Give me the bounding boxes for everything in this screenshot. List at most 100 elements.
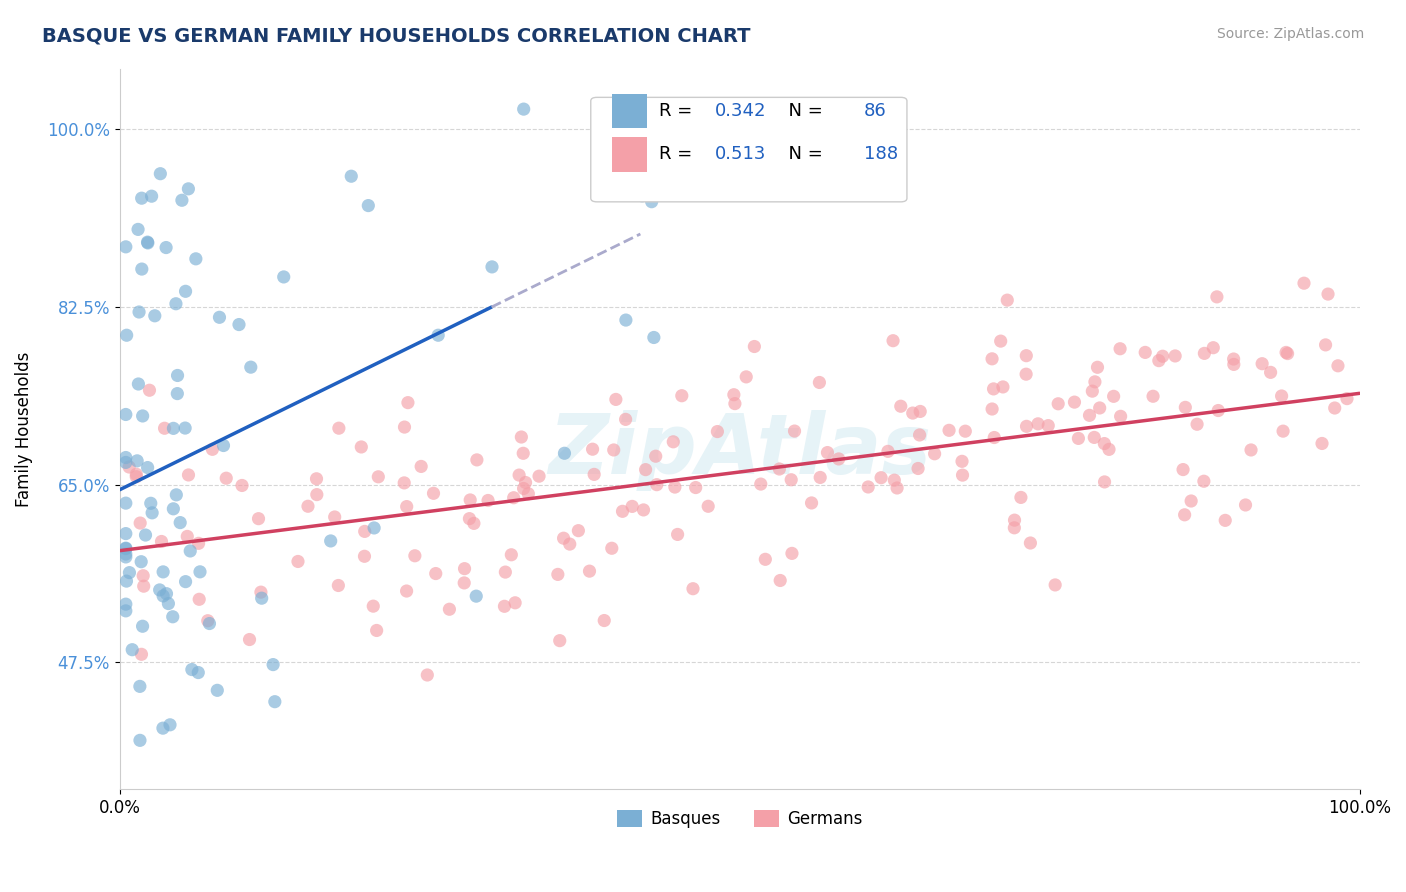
Point — [1002, 521, 1025, 535]
Point — [169, 516, 191, 530]
Point — [350, 440, 373, 454]
Point — [517, 487, 540, 501]
Point — [1047, 397, 1070, 411]
Point — [128, 679, 150, 693]
Point — [603, 442, 626, 457]
Point — [800, 496, 823, 510]
Point — [411, 459, 433, 474]
Point — [1109, 342, 1132, 356]
Point — [583, 467, 606, 482]
Point — [1223, 358, 1246, 372]
Point — [1315, 338, 1337, 352]
Point — [439, 602, 461, 616]
Point — [114, 549, 136, 564]
Text: 0.342: 0.342 — [714, 102, 766, 120]
Point — [319, 533, 342, 548]
Point — [323, 510, 346, 524]
Point — [981, 351, 1004, 366]
Point — [131, 409, 153, 423]
Point — [353, 524, 375, 539]
Point — [396, 395, 419, 409]
Point — [723, 388, 745, 402]
Point — [363, 521, 385, 535]
Point — [131, 191, 153, 205]
Point — [353, 549, 375, 564]
Point — [494, 599, 516, 614]
Point — [503, 596, 526, 610]
Point — [114, 496, 136, 510]
Point — [581, 442, 603, 457]
Point — [361, 599, 384, 614]
Point — [422, 486, 444, 500]
Point — [395, 584, 418, 599]
Point — [174, 285, 197, 299]
Point — [162, 421, 184, 435]
Point — [634, 462, 657, 476]
Point — [1043, 578, 1066, 592]
Point — [995, 293, 1018, 307]
Point — [174, 574, 197, 589]
Point — [404, 549, 426, 563]
Point — [129, 516, 152, 530]
Point — [605, 392, 627, 407]
Point — [512, 102, 534, 116]
Text: 188: 188 — [863, 145, 897, 163]
Point — [1084, 375, 1107, 389]
Point — [228, 318, 250, 332]
Point — [155, 587, 177, 601]
Point — [955, 424, 977, 438]
Point — [174, 421, 197, 435]
Point — [1185, 417, 1208, 432]
Point — [201, 442, 224, 457]
Point — [118, 566, 141, 580]
Point — [207, 683, 229, 698]
Point — [735, 370, 758, 384]
Point — [1019, 536, 1042, 550]
Point — [149, 582, 172, 597]
Point — [527, 469, 550, 483]
Point — [114, 455, 136, 469]
Point — [494, 565, 516, 579]
Point — [512, 482, 534, 496]
Point — [1180, 494, 1202, 508]
Y-axis label: Family Households: Family Households — [15, 351, 32, 507]
Point — [907, 461, 929, 475]
Point — [1234, 498, 1257, 512]
Point — [198, 616, 221, 631]
Point — [631, 189, 654, 203]
Point — [600, 541, 623, 556]
Point — [129, 733, 152, 747]
Point — [512, 446, 534, 460]
Point — [143, 309, 166, 323]
Point — [297, 500, 319, 514]
Point — [114, 541, 136, 556]
Point — [328, 421, 350, 435]
Point — [127, 454, 149, 468]
Point — [453, 575, 475, 590]
Point — [114, 604, 136, 618]
Point — [458, 492, 481, 507]
Point — [856, 480, 879, 494]
Point — [263, 695, 285, 709]
Point — [287, 554, 309, 568]
Point — [458, 511, 481, 525]
Point — [578, 564, 600, 578]
Point — [465, 453, 488, 467]
Text: Source: ZipAtlas.com: Source: ZipAtlas.com — [1216, 27, 1364, 41]
Point — [367, 470, 389, 484]
Point — [1063, 395, 1085, 409]
Point — [808, 376, 831, 390]
Point — [1083, 430, 1105, 444]
Point — [131, 262, 153, 277]
Point — [643, 330, 665, 344]
Point — [890, 399, 912, 413]
Point — [131, 619, 153, 633]
Point — [125, 469, 148, 483]
Point — [682, 582, 704, 596]
Point — [501, 548, 523, 562]
Point — [553, 531, 575, 545]
Point — [1272, 424, 1295, 438]
Point — [883, 473, 905, 487]
Point — [131, 648, 153, 662]
Point — [150, 534, 173, 549]
